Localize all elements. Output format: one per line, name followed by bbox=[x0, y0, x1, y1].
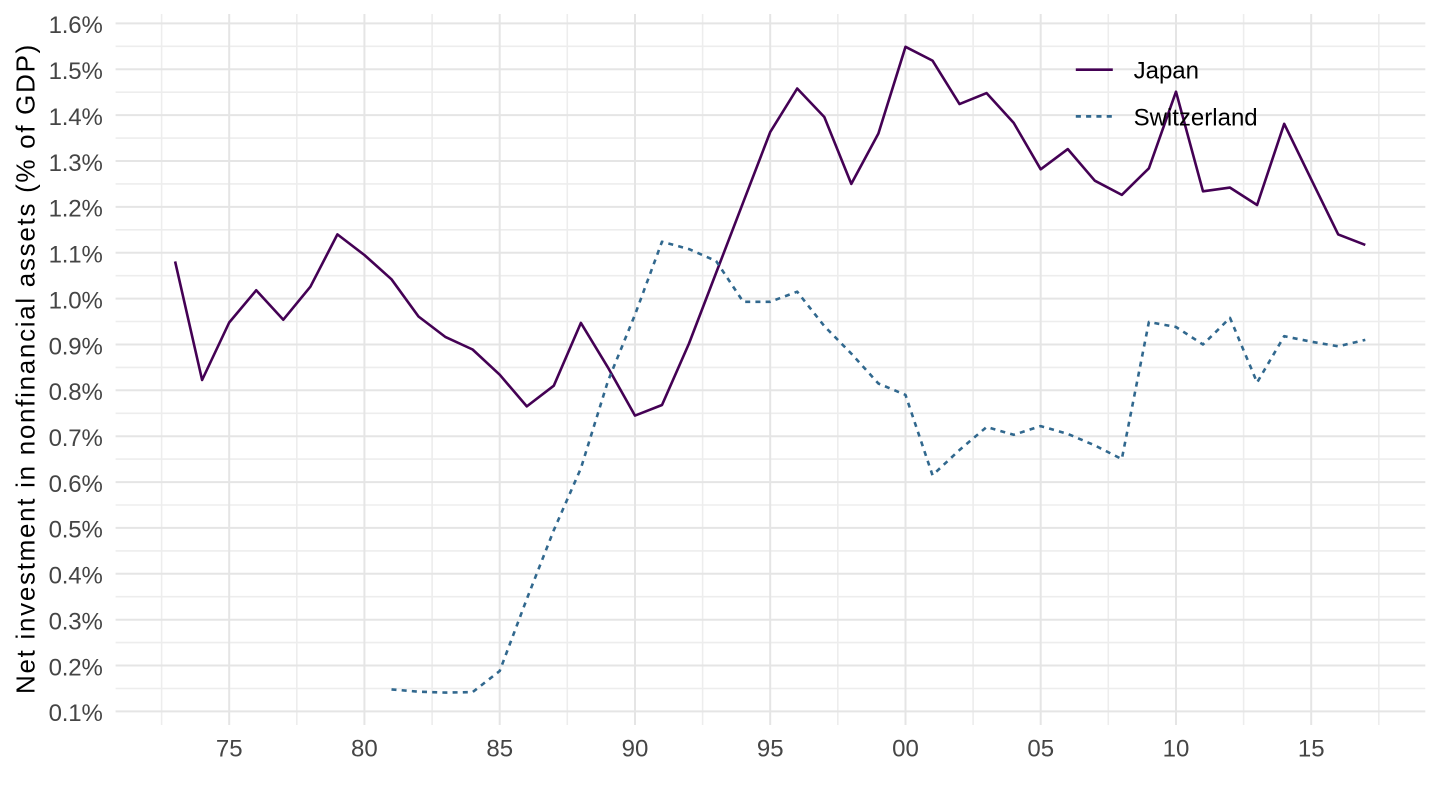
svg-text:1.3%: 1.3% bbox=[49, 150, 103, 177]
svg-text:0.4%: 0.4% bbox=[49, 563, 103, 590]
svg-text:15: 15 bbox=[1298, 736, 1325, 763]
svg-text:05: 05 bbox=[1027, 736, 1054, 763]
svg-text:90: 90 bbox=[622, 736, 649, 763]
svg-text:Net investment in nonfinancial: Net investment in nonfinancial assets (%… bbox=[10, 43, 40, 694]
svg-text:0.1%: 0.1% bbox=[49, 700, 103, 727]
svg-text:75: 75 bbox=[216, 736, 243, 763]
svg-text:1.2%: 1.2% bbox=[49, 196, 103, 223]
svg-text:1.4%: 1.4% bbox=[49, 104, 103, 131]
svg-text:85: 85 bbox=[486, 736, 513, 763]
svg-text:95: 95 bbox=[757, 736, 784, 763]
svg-text:0.9%: 0.9% bbox=[49, 333, 103, 360]
svg-text:80: 80 bbox=[351, 736, 378, 763]
svg-text:00: 00 bbox=[892, 736, 919, 763]
svg-text:1.5%: 1.5% bbox=[49, 58, 103, 85]
svg-text:1.1%: 1.1% bbox=[49, 242, 103, 269]
svg-text:0.3%: 0.3% bbox=[49, 609, 103, 636]
svg-text:10: 10 bbox=[1163, 736, 1190, 763]
svg-text:0.8%: 0.8% bbox=[49, 379, 103, 406]
svg-text:Japan: Japan bbox=[1134, 58, 1199, 85]
svg-text:0.5%: 0.5% bbox=[49, 517, 103, 544]
svg-text:0.6%: 0.6% bbox=[49, 471, 103, 498]
svg-text:0.7%: 0.7% bbox=[49, 425, 103, 452]
svg-text:0.2%: 0.2% bbox=[49, 654, 103, 681]
svg-text:Switzerland: Switzerland bbox=[1134, 104, 1258, 131]
svg-text:1.0%: 1.0% bbox=[49, 287, 103, 314]
svg-text:1.6%: 1.6% bbox=[49, 12, 103, 39]
